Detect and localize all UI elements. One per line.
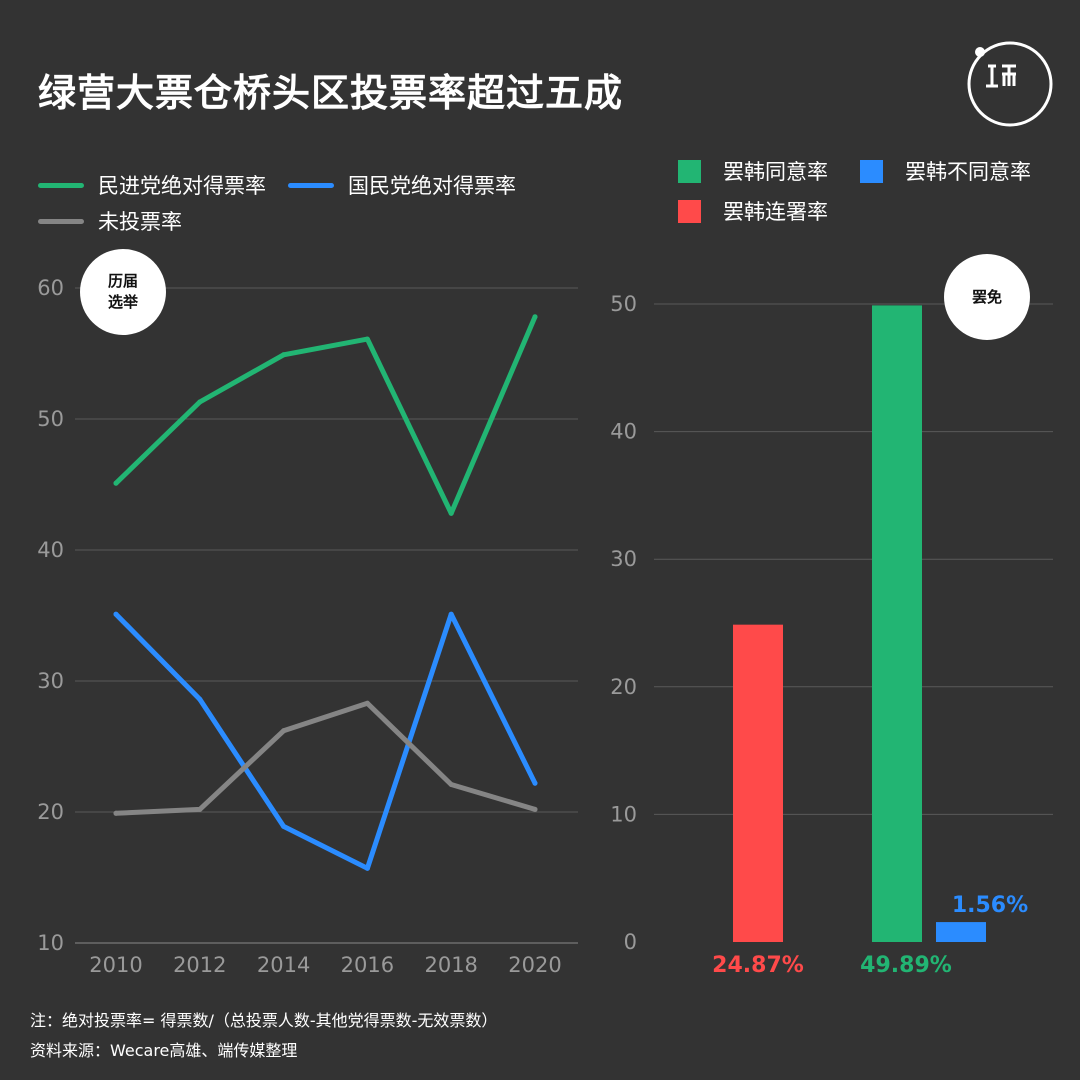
data-point xyxy=(113,810,119,816)
y-tick-label: 30 xyxy=(610,547,637,571)
legend-recall-petition: 罢韩连署率 xyxy=(678,196,828,226)
data-point xyxy=(197,806,203,812)
legend-dpp: 民进党绝对得票率 xyxy=(38,170,266,200)
y-tick-label: 40 xyxy=(610,420,637,444)
logo: 山而 xyxy=(966,40,1054,132)
data-point xyxy=(448,781,454,787)
data-point xyxy=(281,823,287,829)
data-point xyxy=(364,336,370,342)
data-point xyxy=(448,611,454,617)
data-point xyxy=(113,611,119,617)
data-point xyxy=(448,510,454,516)
y-tick-label: 20 xyxy=(37,800,64,824)
data-point xyxy=(364,865,370,871)
y-tick-label: 50 xyxy=(37,407,64,431)
data-label: 49.89% xyxy=(860,953,952,978)
x-tick-label: 2010 xyxy=(89,953,142,977)
legend-swatch-blue xyxy=(288,182,334,188)
series-line-2 xyxy=(113,700,538,816)
logo-icon xyxy=(967,41,1053,127)
data-point xyxy=(197,399,203,405)
data-point xyxy=(281,728,287,734)
data-point xyxy=(281,352,287,358)
data-point xyxy=(532,314,538,320)
y-tick-label: 60 xyxy=(37,276,64,300)
data-point xyxy=(532,806,538,812)
legend-label: 罢韩同意率 xyxy=(723,160,828,184)
x-tick-label: 2012 xyxy=(173,953,226,977)
x-tick-label: 2016 xyxy=(341,953,394,977)
data-point xyxy=(197,696,203,702)
data-point xyxy=(532,780,538,786)
y-tick-label: 20 xyxy=(610,675,637,699)
bar-0 xyxy=(733,624,783,942)
legend-nonvote: 未投票率 xyxy=(38,206,182,236)
badge-recall: 罢免 xyxy=(944,254,1030,340)
data-point xyxy=(364,700,370,706)
data-label: 1.56% xyxy=(952,893,1028,918)
y-tick-label: 0 xyxy=(624,930,637,954)
legend-swatch-red xyxy=(678,199,701,223)
x-tick-label: 2018 xyxy=(424,953,477,977)
page-title: 绿营大票仓桥头区投票率超过五成 xyxy=(38,71,624,115)
legend-recall-agree: 罢韩同意率 xyxy=(678,156,828,186)
legend-label: 未投票率 xyxy=(98,210,182,234)
y-tick-label: 40 xyxy=(37,538,64,562)
series-line-1 xyxy=(113,611,538,871)
y-tick-label: 50 xyxy=(610,292,637,316)
data-point xyxy=(113,480,119,486)
badge-text: 选举 xyxy=(107,293,138,311)
y-tick-label: 10 xyxy=(610,802,637,826)
legend-recall-disagree: 罢韩不同意率 xyxy=(860,156,1031,186)
badge-text: 罢免 xyxy=(971,287,1002,306)
legend-label: 民进党绝对得票率 xyxy=(98,174,266,198)
legend-swatch-green xyxy=(678,159,701,183)
badge-elections: 历届 选举 xyxy=(80,249,166,335)
legend-label: 罢韩不同意率 xyxy=(905,160,1031,184)
legend-label: 罢韩连署率 xyxy=(723,200,828,224)
footnotes: 注：绝对投票率= 得票数/（总投票人数-其他党得票数-无效票数） 资料来源：We… xyxy=(30,1006,497,1066)
legend-swatch-blue xyxy=(860,159,883,183)
bar-2 xyxy=(936,922,986,942)
legend-label: 国民党绝对得票率 xyxy=(348,174,516,198)
badge-text: 历届 xyxy=(107,272,138,290)
x-tick-label: 2014 xyxy=(257,953,310,977)
legend-swatch-green xyxy=(38,182,84,188)
bar-1 xyxy=(872,305,922,943)
legend-kmt: 国民党绝对得票率 xyxy=(288,170,516,200)
data-label: 24.87% xyxy=(712,953,804,978)
x-tick-label: 2020 xyxy=(508,953,561,977)
legend-swatch-gray xyxy=(38,218,84,224)
footnote: 注：绝对投票率= 得票数/（总投票人数-其他党得票数-无效票数） xyxy=(30,1011,498,1030)
y-tick-label: 10 xyxy=(37,931,64,955)
y-tick-label: 30 xyxy=(37,669,64,693)
source-note: 资料来源：Wecare高雄、端传媒整理 xyxy=(30,1041,298,1060)
series-line-0 xyxy=(113,314,538,516)
